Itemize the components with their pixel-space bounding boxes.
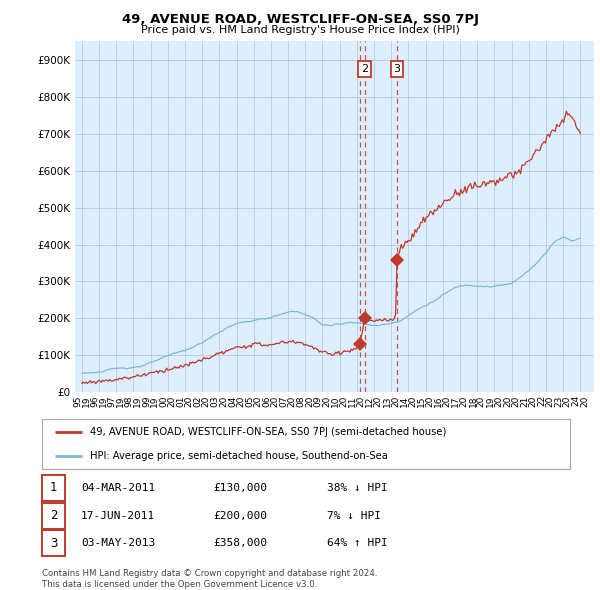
Text: 3: 3	[394, 64, 400, 74]
Text: 7% ↓ HPI: 7% ↓ HPI	[327, 511, 381, 520]
Text: 04-MAR-2011: 04-MAR-2011	[81, 483, 155, 493]
Text: 49, AVENUE ROAD, WESTCLIFF-ON-SEA, SS0 7PJ: 49, AVENUE ROAD, WESTCLIFF-ON-SEA, SS0 7…	[121, 13, 479, 26]
Text: Price paid vs. HM Land Registry's House Price Index (HPI): Price paid vs. HM Land Registry's House …	[140, 25, 460, 35]
Text: 3: 3	[50, 537, 57, 550]
Text: £200,000: £200,000	[213, 511, 267, 520]
Text: £358,000: £358,000	[213, 539, 267, 548]
Text: 64% ↑ HPI: 64% ↑ HPI	[327, 539, 388, 548]
Text: 03-MAY-2013: 03-MAY-2013	[81, 539, 155, 548]
Text: Contains HM Land Registry data © Crown copyright and database right 2024.
This d: Contains HM Land Registry data © Crown c…	[42, 569, 377, 589]
Text: 17-JUN-2011: 17-JUN-2011	[81, 511, 155, 520]
Text: 2: 2	[361, 64, 368, 74]
Text: 2: 2	[50, 509, 57, 522]
Text: £130,000: £130,000	[213, 483, 267, 493]
Text: 1: 1	[50, 481, 57, 494]
Text: 38% ↓ HPI: 38% ↓ HPI	[327, 483, 388, 493]
Text: HPI: Average price, semi-detached house, Southend-on-Sea: HPI: Average price, semi-detached house,…	[89, 451, 388, 461]
Text: 49, AVENUE ROAD, WESTCLIFF-ON-SEA, SS0 7PJ (semi-detached house): 49, AVENUE ROAD, WESTCLIFF-ON-SEA, SS0 7…	[89, 427, 446, 437]
